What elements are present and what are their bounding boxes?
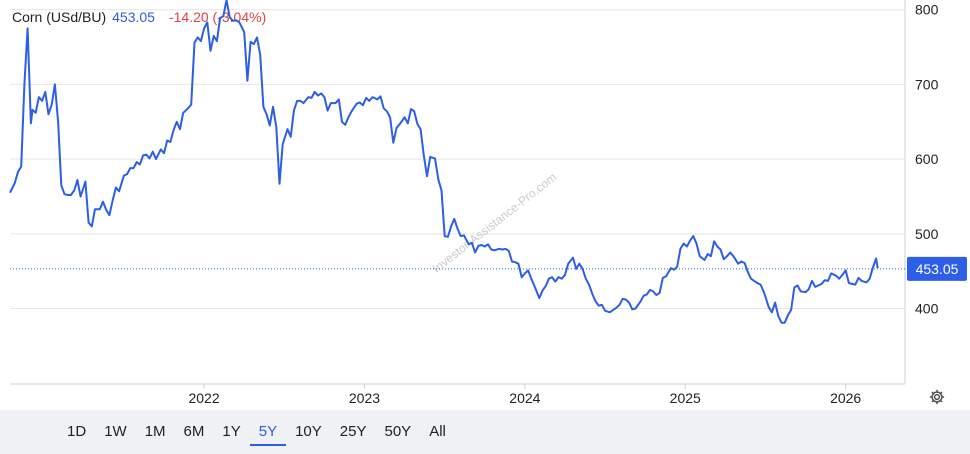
instrument-name: Corn (USd/BU) <box>12 9 107 25</box>
time-range-selector: 1D 1W 1M 6M 1Y 5Y 10Y 25Y 50Y All <box>58 420 455 446</box>
y-tick-label: 500 <box>915 226 939 242</box>
y-axis-ticks: 400 500 600 700 800 <box>915 2 939 317</box>
range-button-1y[interactable]: 1Y <box>222 423 241 440</box>
last-price-badge <box>907 256 967 281</box>
x-tick-label: 2025 <box>670 390 701 406</box>
current-price: 453.05 <box>112 9 155 25</box>
x-axis-ticks: 2022 2023 2024 2025 2026 <box>188 384 861 406</box>
gear-icon[interactable] <box>928 388 946 406</box>
range-button-25y[interactable]: 25Y <box>339 423 367 440</box>
last-price-label: 453.05 <box>916 261 959 277</box>
x-tick-label: 2022 <box>188 390 219 406</box>
series-line-corn <box>9 0 879 324</box>
range-button-5y[interactable]: 5Y <box>249 420 287 446</box>
price-chart[interactable]: 400 500 600 700 800 2022 2023 2024 2025 2026 Inv… <box>0 0 970 410</box>
range-button-1m[interactable]: 1M <box>144 423 166 440</box>
x-tick-label: 2026 <box>830 390 861 406</box>
price-change: -14.20 (-3.04%) <box>168 9 267 25</box>
x-tick-label: 2023 <box>349 390 380 406</box>
range-button-1w[interactable]: 1W <box>104 423 127 440</box>
grid-lines <box>10 9 905 310</box>
time-range-bar: 1D 1W 1M 6M 1Y 5Y 10Y 25Y 50Y All <box>0 410 970 454</box>
range-button-10y[interactable]: 10Y <box>295 423 322 440</box>
y-tick-label: 800 <box>915 2 939 18</box>
watermark: Investor-Assistance-Pro.com <box>430 170 559 275</box>
y-tick-label: 400 <box>915 301 939 317</box>
range-button-all[interactable]: All <box>429 423 446 440</box>
range-button-50y[interactable]: 50Y <box>384 423 412 440</box>
range-button-6m[interactable]: 6M <box>183 423 205 440</box>
range-button-1d[interactable]: 1D <box>67 423 87 440</box>
chart-header: Corn (USd/BU) 453.05 -14.20 (-3.04%) <box>12 9 266 25</box>
x-tick-label: 2024 <box>509 390 540 406</box>
y-tick-label: 600 <box>915 151 939 167</box>
y-tick-label: 700 <box>915 76 939 92</box>
